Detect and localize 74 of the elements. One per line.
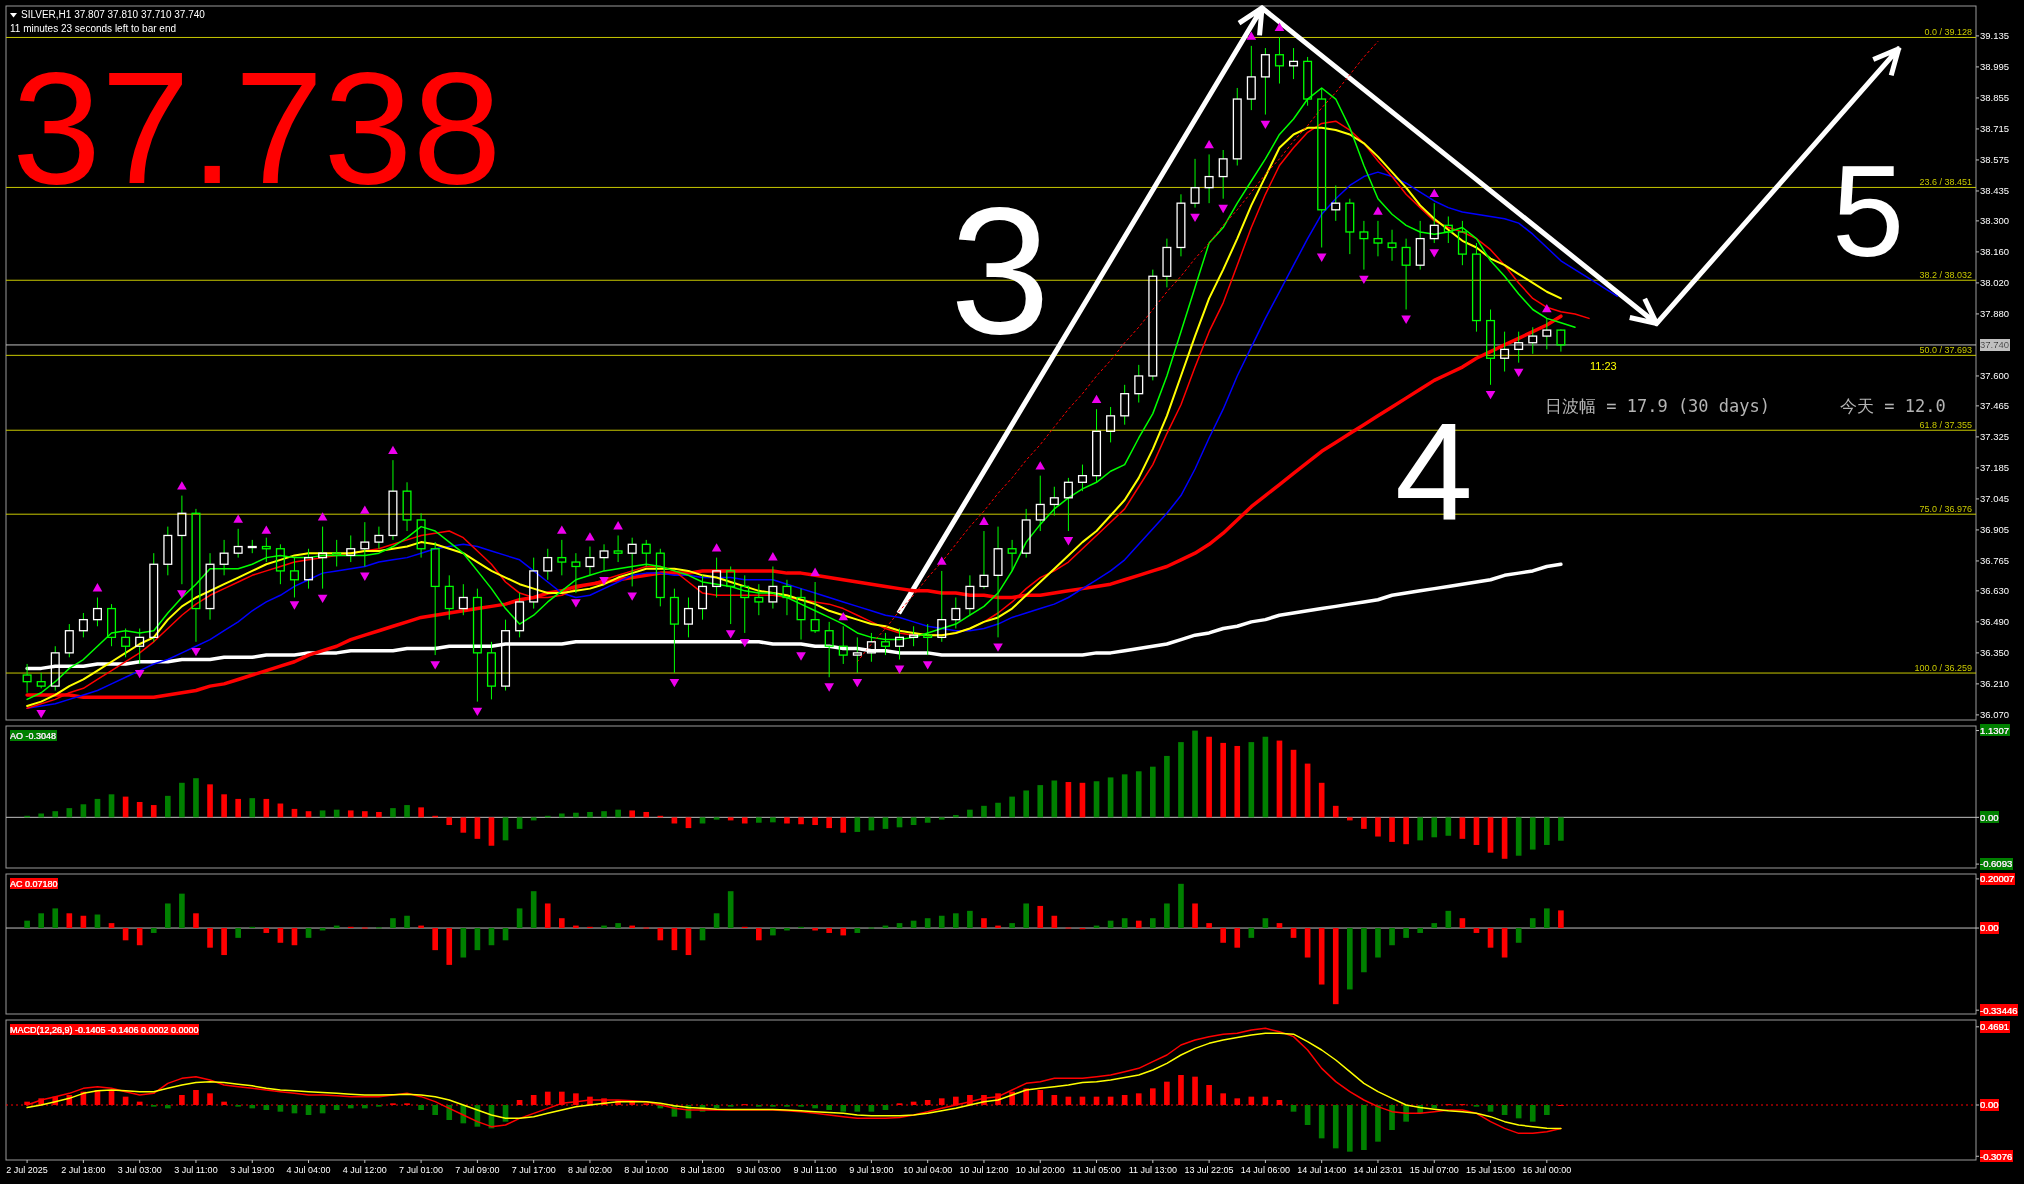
y-tick-label: 38.020	[1980, 277, 2010, 289]
x-tick-label: 10 Jul 04:00	[903, 1165, 953, 1175]
chart-title: SILVER,H1 37.807 37.810 37.710 37.740	[21, 9, 206, 20]
y-tick-label: 36.350	[1980, 647, 2010, 659]
x-tick-label: 7 Jul 09:00	[455, 1165, 500, 1175]
x-tick-label: 10 Jul 12:00	[959, 1165, 1009, 1175]
ref-line-label: 23.6 / 38.451	[1919, 177, 1972, 188]
x-tick-label: 3 Jul 19:00	[230, 1165, 275, 1175]
x-tick-label: 10 Jul 20:00	[1015, 1165, 1065, 1175]
y-tick-label: 38.435	[1980, 185, 2010, 197]
y-tick-label: 37.185	[1980, 462, 2010, 474]
y-tick-label: 38.995	[1980, 61, 2010, 73]
y-tick-label: 37.325	[1980, 431, 2010, 443]
x-tick-label: 15 Jul 15:00	[1466, 1165, 1516, 1175]
y-tick-label: 36.905	[1980, 524, 2010, 536]
ref-line-label: 100.0 / 36.259	[1914, 663, 1972, 674]
x-tick-label: 7 Jul 01:00	[399, 1165, 444, 1175]
x-tick-label: 2 Jul 18:00	[61, 1165, 106, 1175]
y-tick-label: 36.070	[1980, 709, 2010, 721]
y-tick-label: 37.600	[1980, 370, 2010, 382]
y-tick-label: 36.630	[1980, 585, 2010, 597]
x-tick-label: 13 Jul 22:05	[1184, 1165, 1234, 1175]
ref-line-label: 38.2 / 38.032	[1919, 270, 1972, 281]
y-tick-label: 0.20007	[1980, 873, 2015, 885]
y-tick-label: 38.300	[1980, 215, 2010, 227]
x-tick-label: 8 Jul 10:00	[624, 1165, 669, 1175]
y-tick-label: 36.210	[1980, 678, 2010, 690]
y-tick-label: 0.00	[1980, 1099, 1999, 1111]
x-tick-label: 4 Jul 04:00	[286, 1165, 331, 1175]
x-tick-label: 14 Jul 14:00	[1297, 1165, 1347, 1175]
annotation: 11:23	[1590, 360, 1617, 372]
ref-line-label: 0.0 / 39.128	[1924, 27, 1972, 38]
x-tick-label: 14 Jul 23:01	[1353, 1165, 1403, 1175]
x-tick-label: 4 Jul 12:00	[342, 1165, 387, 1175]
ref-line-label: 61.8 / 37.355	[1919, 420, 1972, 431]
x-tick-label: 2 Jul 2025	[6, 1165, 48, 1175]
ref-line-label: 50.0 / 37.693	[1919, 345, 1972, 356]
annotation: 今天 = 12.0	[1840, 396, 1946, 416]
x-tick-label: 9 Jul 11:00	[793, 1165, 837, 1175]
x-tick-label: 11 Jul 05:00	[1072, 1165, 1121, 1175]
x-tick-label: 11 Jul 13:00	[1128, 1165, 1178, 1175]
x-tick-label: 8 Jul 02:00	[567, 1165, 612, 1175]
y-tick-label: 0.00	[1980, 811, 1999, 823]
y-tick-label: 36.765	[1980, 555, 2010, 567]
x-tick-label: 3 Jul 03:00	[117, 1165, 162, 1175]
y-tick-label: -0.6093	[1980, 858, 2013, 870]
x-tick-label: 15 Jul 07:00	[1409, 1165, 1459, 1175]
x-tick-label: 3 Jul 11:00	[174, 1165, 218, 1175]
text: AC 0.07180	[10, 878, 58, 889]
y-tick-label: -0.33446	[1980, 1004, 2018, 1016]
y-tick-label: 38.715	[1980, 123, 2010, 135]
y-tick-label: 37.465	[1980, 400, 2010, 412]
y-tick-label: 37.880	[1980, 308, 2010, 320]
annotation: 日波幅 = 17.9 (30 days)	[1545, 396, 1770, 416]
text: 11 minutes 23 seconds left to bar end	[10, 23, 177, 34]
x-tick-label: 16 Jul 00:00	[1522, 1165, 1572, 1175]
annotation: 4	[1395, 393, 1473, 550]
x-tick-label: 7 Jul 17:00	[511, 1165, 556, 1175]
x-tick-label: 9 Jul 19:00	[849, 1165, 894, 1175]
annotation: 37.738	[12, 38, 502, 217]
ref-line-label: 75.0 / 36.976	[1919, 504, 1972, 515]
y-tick-label: 38.160	[1980, 246, 2010, 258]
x-tick-label: 14 Jul 06:00	[1240, 1165, 1290, 1175]
y-tick-label: 0.4691	[1980, 1021, 2010, 1033]
y-tick-label: 37.045	[1980, 493, 2010, 505]
y-tick-label: 36.490	[1980, 616, 2010, 628]
x-tick-label: 9 Jul 03:00	[736, 1165, 781, 1175]
y-tick-label: 39.135	[1980, 30, 2010, 42]
x-tick-label: 8 Jul 18:00	[680, 1165, 725, 1175]
y-tick-label: 38.575	[1980, 154, 2010, 166]
text: MACD(12,26,9) -0.1405 -0.1406 0.0002 0.0000	[10, 1024, 199, 1035]
y-tick-label: 0.00	[1980, 922, 1999, 934]
y-tick-label: 38.855	[1980, 92, 2010, 104]
y-tick-label: -0.3076	[1980, 1150, 2013, 1162]
